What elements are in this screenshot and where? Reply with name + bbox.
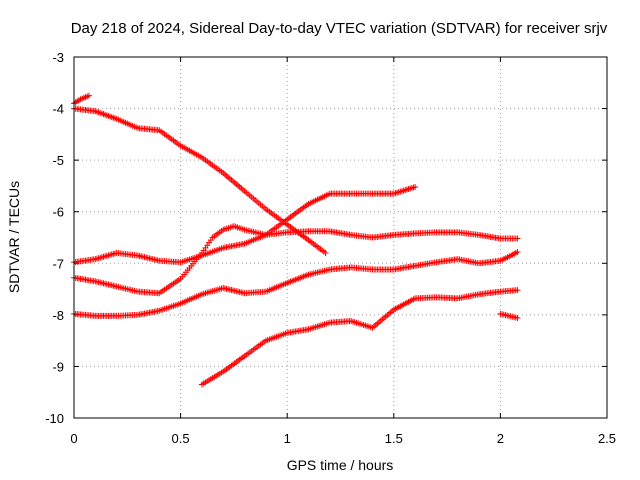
plot-frame bbox=[73, 56, 608, 419]
data-point bbox=[514, 248, 521, 255]
series-sat-c bbox=[71, 183, 419, 266]
chart-title: Day 218 of 2024, Sidereal Day-to-day VTE… bbox=[71, 20, 608, 37]
y-tick-label: -3 bbox=[52, 50, 64, 65]
y-tick-label: -5 bbox=[52, 153, 64, 168]
data-point bbox=[322, 249, 329, 256]
x-tick-label: 1 bbox=[284, 431, 291, 446]
series-sat-b bbox=[71, 105, 329, 256]
x-tick-label: 2.5 bbox=[598, 431, 616, 446]
data-point bbox=[412, 183, 419, 190]
data-marks bbox=[71, 92, 521, 388]
data-point bbox=[514, 287, 521, 294]
y-tick-label: -6 bbox=[52, 205, 64, 220]
grid bbox=[74, 57, 607, 418]
series-sat-f bbox=[198, 287, 521, 388]
y-axis-label: SDTVAR / TECUs bbox=[6, 181, 22, 293]
x-tick-label: 0.5 bbox=[172, 431, 190, 446]
x-tick-label: 2 bbox=[497, 431, 504, 446]
data-point bbox=[514, 235, 521, 242]
x-axis-label: GPS time / hours bbox=[287, 457, 394, 473]
series-sat-g bbox=[497, 310, 521, 321]
y-tick-label: -9 bbox=[52, 359, 64, 374]
y-tick-label: -8 bbox=[52, 308, 64, 323]
axis-ticks: 0 0.5 1 1.5 2 2.5 -10 -9 -8 -7 -6 -5 -4 -3 bbox=[45, 50, 616, 446]
series-sat-d bbox=[71, 223, 521, 297]
series-sat-e bbox=[71, 248, 521, 319]
x-tick-label: 0 bbox=[70, 431, 77, 446]
y-tick-label: -7 bbox=[52, 256, 64, 271]
data-point bbox=[85, 92, 92, 99]
x-tick-label: 1.5 bbox=[385, 431, 403, 446]
y-tick-label: -10 bbox=[45, 411, 64, 426]
data-point bbox=[514, 314, 521, 321]
y-tick-label: -4 bbox=[52, 102, 64, 117]
